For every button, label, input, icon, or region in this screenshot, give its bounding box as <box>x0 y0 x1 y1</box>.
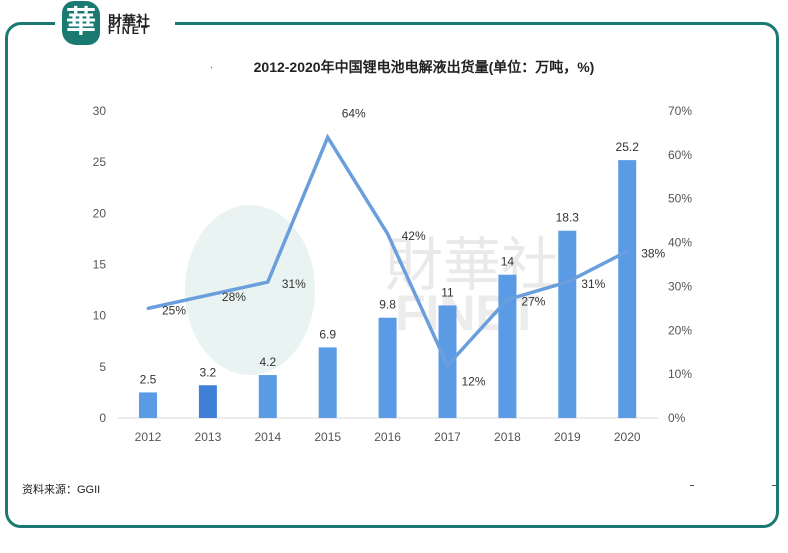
line-value-label: 31% <box>282 277 306 291</box>
right-tick-label: 70% <box>668 104 692 118</box>
bar <box>139 392 157 418</box>
left-tick-label: 10 <box>93 309 107 323</box>
title-dot: . <box>210 60 213 71</box>
right-tick-label: 60% <box>668 148 692 162</box>
watermark-cn: 財華社 <box>385 233 559 298</box>
source-note: 资料来源：GGII <box>22 484 101 496</box>
bar-series: 2.5 3.2 4.2 6.9 9.8 11 14 18.3 25.2 <box>139 140 639 418</box>
x-tick-label: 2014 <box>254 430 281 444</box>
x-tick-label: 2015 <box>314 430 341 444</box>
line-value-label: 38% <box>641 246 665 260</box>
left-tick-label: 30 <box>93 104 107 118</box>
right-tick-label: 40% <box>668 236 692 250</box>
left-tick-label: 5 <box>99 360 106 374</box>
right-tick-label: 30% <box>668 279 692 293</box>
line-value-label: 27% <box>521 295 545 309</box>
watermark-en: FINET <box>395 285 539 341</box>
left-tick-label: 0 <box>99 411 106 425</box>
line-value-label: 64% <box>342 106 366 120</box>
line-point <box>565 280 569 284</box>
line-point <box>386 232 390 236</box>
line-value-label: 31% <box>581 277 605 291</box>
x-tick-label: 2012 <box>135 430 162 444</box>
left-axis: 0 5 10 15 20 25 30 <box>93 104 107 425</box>
bar <box>318 347 337 418</box>
bar-value-label: 14 <box>501 255 515 269</box>
x-tick-label: 2017 <box>434 430 461 444</box>
bar-value-label: 4.2 <box>259 355 276 369</box>
left-tick-label: 15 <box>93 258 107 272</box>
brand-name-cn: 財華社 <box>108 13 150 29</box>
right-tick-label: 10% <box>668 367 692 381</box>
bar <box>618 160 637 418</box>
bar <box>258 375 277 418</box>
left-tick-label: 20 <box>93 206 107 220</box>
x-tick-label: 2018 <box>494 430 521 444</box>
x-tick-label: 2016 <box>374 430 401 444</box>
left-tick-label: 25 <box>93 155 107 169</box>
bar-value-label: 6.9 <box>319 327 336 341</box>
chart-frame <box>5 22 779 528</box>
x-tick-label: 2013 <box>195 430 222 444</box>
bar-value-label: 9.8 <box>379 298 396 312</box>
line-point <box>446 363 449 367</box>
bar-value-label: 2.5 <box>140 372 157 386</box>
finet-logo-icon: 華 <box>62 1 100 45</box>
line-point <box>625 249 629 253</box>
line-point <box>326 135 330 139</box>
line-value-label: 25% <box>162 303 186 317</box>
line-value-label: 12% <box>462 374 486 388</box>
line-point <box>206 293 210 297</box>
x-tick-label: 2020 <box>614 430 641 444</box>
x-tick-label: 2019 <box>554 430 581 444</box>
dash-mark <box>772 485 776 486</box>
right-tick-label: 50% <box>668 192 692 206</box>
x-axis: 2012 2013 2014 2015 2016 2017 2018 2019 2020 <box>135 430 641 444</box>
line-value-label: 28% <box>222 290 246 304</box>
dash-mark <box>690 485 694 486</box>
line-point <box>266 280 270 284</box>
right-tick-label: 0% <box>668 411 686 425</box>
right-tick-label: 20% <box>668 323 692 337</box>
bar-value-label: 3.2 <box>200 365 217 379</box>
line-point <box>505 298 509 302</box>
right-axis: 0% 10% 20% 30% 40% 50% 60% 70% <box>668 104 692 425</box>
line-value-label: 42% <box>402 229 426 243</box>
line-series: 25% 28% 31% 64% 42% 12% 27% 31% 38% <box>146 106 666 388</box>
line-point <box>146 306 150 310</box>
bar-value-label: 25.2 <box>616 140 640 154</box>
bar <box>558 230 577 418</box>
brand-name-en: FINET <box>108 25 150 37</box>
bar <box>198 385 217 418</box>
bar <box>498 274 517 418</box>
bar <box>378 317 397 418</box>
chart-title: 2012-2020年中国锂电池电解液出货量(单位：万吨，%) <box>253 59 595 75</box>
bar-value-label: 18.3 <box>556 211 580 225</box>
bar-value-label: 11 <box>441 285 454 299</box>
